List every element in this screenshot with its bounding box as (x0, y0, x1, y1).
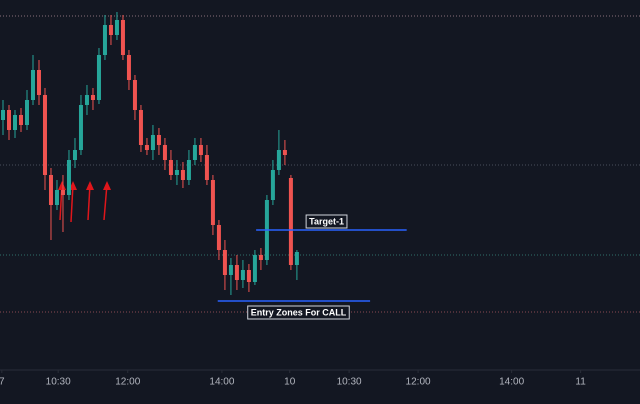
annotation-box (305, 214, 348, 229)
candle-body (174, 170, 179, 175)
candle-body (234, 265, 239, 280)
candle-body (102, 25, 107, 55)
candle-body (180, 170, 185, 180)
candle-body (156, 135, 161, 145)
candle-body (294, 252, 299, 265)
x-tick-label: 14:00 (209, 377, 234, 388)
candle-body (60, 190, 65, 195)
x-tick-label: 14:00 (499, 377, 524, 388)
candle-body (168, 160, 173, 175)
x-tick-label: 10 (284, 377, 296, 388)
candle-body (66, 160, 71, 195)
annotation-label: Target-1 (309, 216, 344, 226)
candle-body (78, 105, 83, 150)
candle-body (24, 100, 29, 125)
candle-body (48, 175, 53, 205)
candle-body (72, 150, 77, 160)
candle-body (108, 25, 113, 35)
candle-body (114, 20, 119, 35)
candle-body (276, 150, 281, 170)
candle-body (288, 178, 293, 265)
candle-body (30, 70, 35, 100)
candle-body (120, 20, 125, 55)
candle-body (240, 270, 245, 280)
candle-body (198, 145, 203, 155)
candle-body (84, 95, 89, 105)
annotation-label: Entry Zones For CALL (251, 307, 347, 317)
candle-body (228, 265, 233, 275)
candle-body (216, 225, 221, 250)
candle-body (162, 145, 167, 160)
candle-body (90, 95, 95, 100)
candle-body (186, 160, 191, 180)
candle-body (150, 135, 155, 150)
candle-body (0, 110, 5, 120)
candle-body (36, 70, 41, 95)
candle-body (252, 255, 257, 282)
candle-body (192, 145, 197, 160)
candle-body (204, 155, 209, 180)
x-tick-label: 7 (0, 377, 5, 388)
candle-body (270, 170, 275, 200)
x-tick-label: 10:30 (46, 377, 71, 388)
candle-body (12, 115, 17, 130)
candle-body (222, 250, 227, 275)
arrow (70, 183, 74, 223)
x-tick-label: 12:00 (406, 377, 431, 388)
candle-body (126, 55, 131, 80)
arrow-heads (58, 181, 111, 190)
candle-body (138, 110, 143, 145)
candle-body (246, 270, 251, 282)
x-tick-label: 11 (575, 377, 586, 388)
candle-body (96, 55, 101, 100)
candle-body (132, 80, 137, 110)
x-tick-label: 12:00 (115, 377, 140, 388)
candle-body (210, 180, 215, 225)
candle-body (42, 95, 47, 175)
x-tick-label: 10:30 (337, 377, 362, 388)
candle-body (282, 150, 287, 155)
candle-body (144, 145, 149, 150)
candle-body (18, 115, 23, 125)
candle-body (6, 110, 11, 130)
candle-body (258, 255, 263, 260)
annotation-box (247, 305, 350, 320)
candle-body (54, 190, 59, 205)
